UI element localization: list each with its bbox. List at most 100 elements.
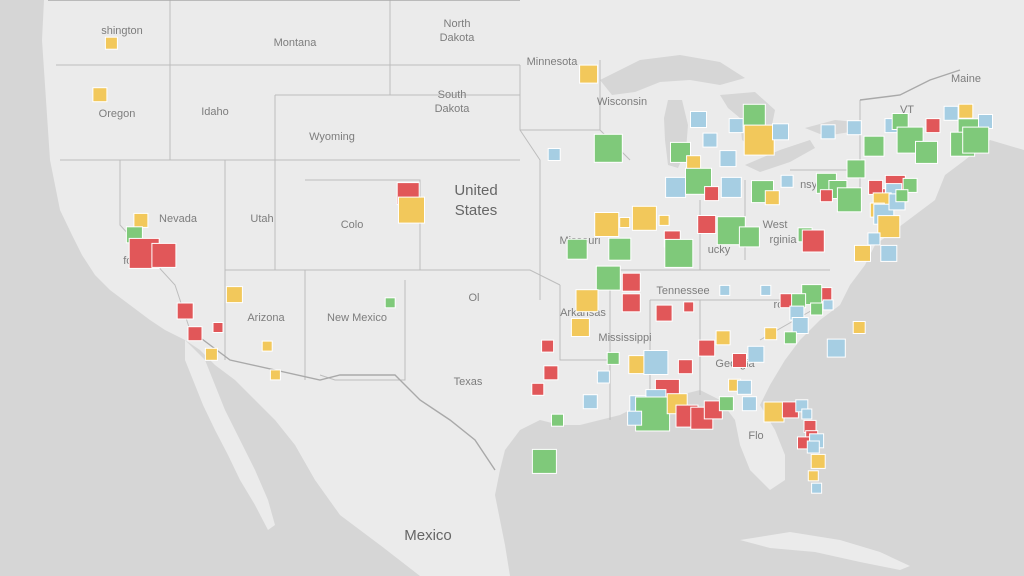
map-marker-red[interactable] [621,272,641,292]
map-marker-red[interactable] [801,229,825,253]
map-marker-green[interactable] [810,302,824,316]
map-marker-green[interactable] [915,140,938,164]
map-marker-green[interactable] [718,396,734,412]
map-marker-yellow[interactable] [686,155,702,171]
map-marker-red[interactable] [732,353,747,368]
map-marker-yellow[interactable] [658,214,670,226]
map-marker-red[interactable] [868,179,884,195]
map-marker-yellow[interactable] [579,64,599,84]
map-marker-yellow[interactable] [852,321,866,334]
map-marker-green[interactable] [593,133,623,163]
map-marker-blue[interactable] [760,284,772,296]
map-marker-green[interactable] [783,331,797,345]
map-marker-yellow[interactable] [104,36,118,50]
map-marker-blue[interactable] [627,410,643,426]
map-marker-red[interactable] [655,304,673,322]
map-marker-blue[interactable] [978,114,993,129]
map-marker-yellow[interactable] [764,190,780,206]
map-marker-red[interactable] [543,365,559,381]
map-marker-blue[interactable] [811,482,823,494]
map-marker-green[interactable] [962,126,990,154]
map-marker-red[interactable] [697,215,717,234]
map-marker-red[interactable] [541,339,555,353]
map-marker-blue[interactable] [747,345,765,363]
map-marker-green[interactable] [606,351,620,365]
map-marker-blue[interactable] [702,132,718,148]
map-marker-yellow[interactable] [715,330,731,346]
map-marker-yellow[interactable] [594,212,620,237]
map-marker-green[interactable] [664,238,694,268]
map-marker-yellow[interactable] [619,217,631,228]
map-marker-yellow[interactable] [398,196,425,224]
map-marker-blue[interactable] [643,350,669,375]
map-marker-yellow[interactable] [575,289,599,313]
map-marker-red[interactable] [819,189,833,203]
map-marker-blue[interactable] [728,118,744,134]
map-marker-blue[interactable] [791,317,809,334]
map-marker-red[interactable] [212,322,224,333]
map-marker-red[interactable] [187,326,203,342]
map-marker-blue[interactable] [867,232,881,246]
map-marker-green[interactable] [670,141,691,163]
map-marker-blue[interactable] [846,120,862,136]
map-marker-red[interactable] [531,382,545,396]
map-marker-yellow[interactable] [570,318,590,337]
map-marker-green[interactable] [608,237,632,261]
map-marker-yellow[interactable] [807,470,819,482]
map-marker-yellow[interactable] [743,124,775,156]
map-marker-blue[interactable] [806,440,820,454]
map-marker-blue[interactable] [690,111,707,128]
map-marker-blue[interactable] [772,123,789,141]
map-marker-green[interactable] [902,177,918,193]
map-marker-blue[interactable] [826,338,846,358]
map-marker-blue[interactable] [547,148,561,161]
map-marker-blue[interactable] [665,176,687,198]
map-marker-green[interactable] [742,103,766,127]
map-marker-yellow[interactable] [854,244,871,262]
map-marker-red[interactable] [683,301,695,313]
map-marker-blue[interactable] [736,379,752,395]
map-marker-blue[interactable] [596,370,610,384]
map-marker-yellow[interactable] [958,103,974,119]
map-marker-blue[interactable] [880,244,898,262]
map-marker-blue[interactable] [943,105,959,121]
map-marker-red[interactable] [176,302,194,320]
map-marker-blue[interactable] [582,394,598,410]
map-marker-blue[interactable] [801,408,813,420]
map-marker-yellow[interactable] [269,369,281,381]
map-marker-green[interactable] [566,238,588,260]
map-marker-green[interactable] [846,159,866,179]
map-marker-blue[interactable] [720,176,742,198]
map-marker-yellow[interactable] [764,327,778,341]
map-marker-red[interactable] [621,293,641,313]
map-marker-yellow[interactable] [877,215,901,239]
map-marker-yellow[interactable] [92,87,108,103]
map-marker-red[interactable] [698,339,716,357]
map-marker-yellow[interactable] [133,212,149,228]
map-marker-yellow[interactable] [810,453,826,469]
map-marker-yellow[interactable] [631,205,657,231]
map-marker-green[interactable] [895,189,909,203]
map-marker-green[interactable] [836,187,862,213]
map-marker-red[interactable] [704,186,720,202]
map-marker-red[interactable] [151,242,177,268]
map-marker-blue[interactable] [780,174,794,188]
map-marker-yellow[interactable] [204,347,218,361]
map-marker-green[interactable] [531,448,557,474]
map-marker-blue[interactable] [719,150,737,168]
map-marker-green[interactable] [595,265,621,291]
map-marker-yellow[interactable] [225,286,243,304]
map-marker-yellow[interactable] [261,340,273,352]
map-marker-blue[interactable] [741,396,757,412]
map-marker-blue[interactable] [822,299,834,311]
map-marker-red[interactable] [925,118,941,134]
map-marker-green[interactable] [384,297,396,309]
map-marker-green[interactable] [863,135,885,157]
map-marker-blue[interactable] [719,284,731,296]
map-marker-green[interactable] [738,226,760,248]
map-marker-red[interactable] [677,359,693,375]
map-marker-blue[interactable] [820,124,836,140]
map-marker-green[interactable] [551,413,564,427]
map-marker-yellow[interactable] [763,401,785,423]
